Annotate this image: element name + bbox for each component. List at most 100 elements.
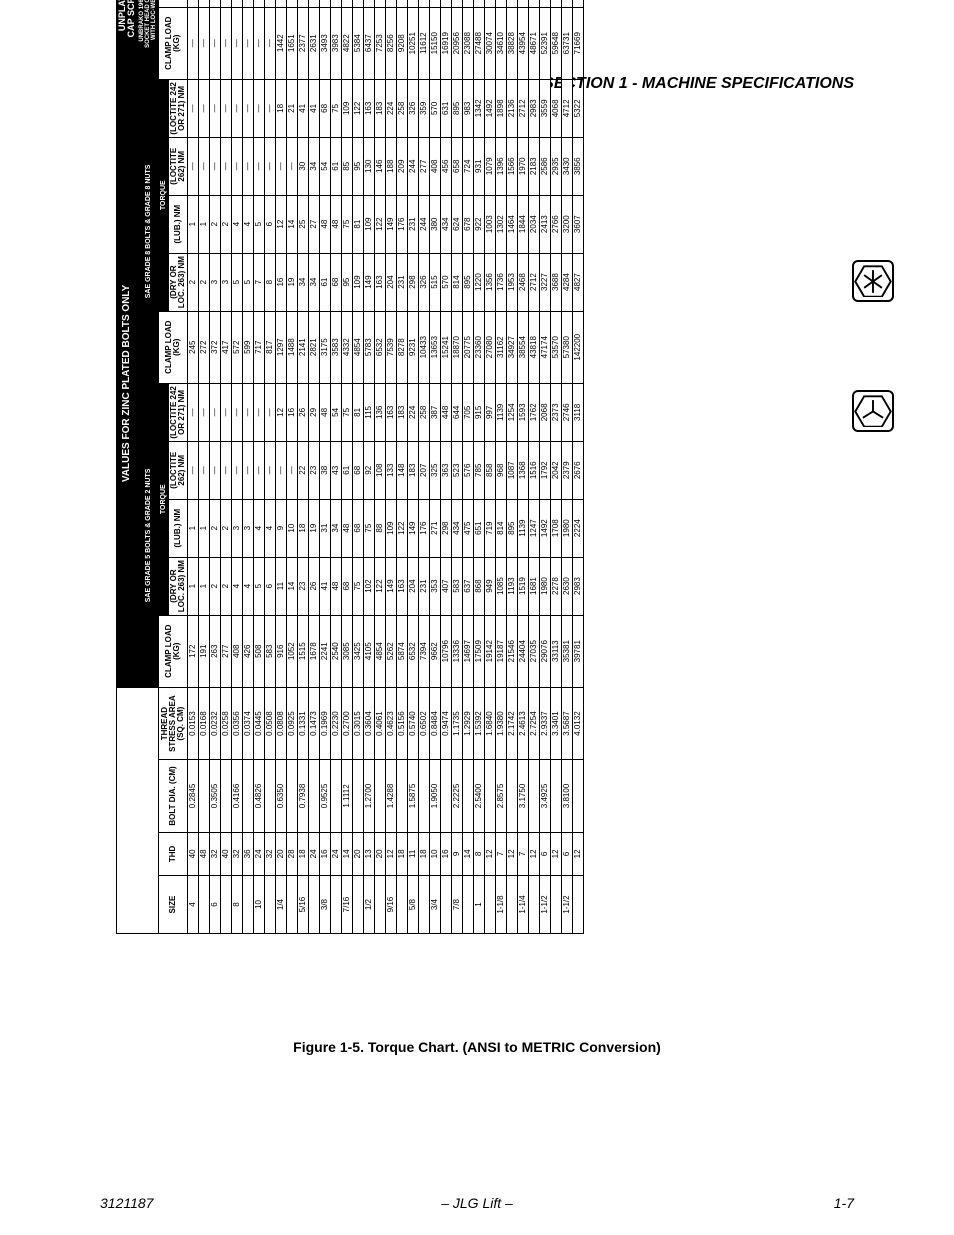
table-row: 121.684019142949719858997270801356100310… [485, 0, 496, 934]
cell-l5: 1980 [562, 499, 573, 557]
cell-thd: 12 [551, 832, 562, 875]
cell-lc8a: 1396 [496, 137, 507, 195]
cell-tu: 1871 [507, 0, 518, 7]
cell-cl5: 29076 [540, 615, 551, 687]
cell-thr: 0.3015 [353, 687, 364, 759]
cell-tu: 2373 [518, 0, 529, 7]
cell-clu: — [243, 7, 254, 79]
cell-lc5a: — [232, 441, 243, 499]
cell-l5: 109 [386, 499, 397, 557]
cell-cl8: 57380 [562, 311, 573, 383]
cell-l5: 3 [243, 499, 254, 557]
cell-d8: 109 [353, 253, 364, 311]
cell-thr: 0.4061 [375, 687, 386, 759]
table-row: 1-1/473.17502.46132440415191139136815933… [518, 0, 529, 934]
cell-d8: 515 [430, 253, 441, 311]
cell-cl5: 6532 [408, 615, 419, 687]
cell-d8: 5 [243, 253, 254, 311]
cell-size [199, 876, 210, 934]
cell-clu: 5384 [353, 7, 364, 79]
table-row: 8320.41660.035640843——57254———— [232, 0, 243, 934]
cell-clu: 15150 [430, 7, 441, 79]
cell-lc5b: 224 [408, 383, 419, 441]
cell-clu: 27488 [474, 7, 485, 79]
cell-tu: — [243, 0, 254, 7]
cell-thr: 3.5687 [562, 687, 573, 759]
cell-cl8: 1488 [287, 311, 298, 383]
cell-thd: 32 [232, 832, 243, 875]
cell-thr: 0.0445 [254, 687, 265, 759]
cell-size [485, 876, 496, 934]
cell-cl5: 172 [188, 615, 199, 687]
cell-cl8: 245 [188, 311, 199, 383]
cell-l8: 109 [364, 195, 375, 253]
cell-lc8b: — [232, 79, 243, 137]
cell-bolt: 0.7938 [298, 760, 309, 832]
cell-thd: 20 [276, 832, 287, 875]
cell-lc8b: 2136 [507, 79, 518, 137]
cell-cl8: 47174 [540, 311, 551, 383]
cell-l8: 678 [463, 195, 474, 253]
cell-clu: 16919 [441, 7, 452, 79]
cell-d8: 68 [331, 253, 342, 311]
table-row: 320.050858364——81786———— [265, 0, 276, 934]
cell-thd: 12 [386, 832, 397, 875]
cell-thr: 3.3401 [551, 687, 562, 759]
cell-thd: 12 [573, 832, 584, 875]
cell-thr: 0.2700 [342, 687, 353, 759]
cell-lc8b: — [188, 79, 199, 137]
cell-lc8a: 2935 [551, 137, 562, 195]
cell-cl8: 53570 [551, 311, 562, 383]
cell-l5: 9 [276, 499, 287, 557]
cell-bolt [551, 760, 562, 832]
cell-d5: 14 [287, 557, 298, 615]
cell-cl8: 4854 [353, 311, 364, 383]
cell-bolt [463, 760, 474, 832]
cell-lc5a: — [265, 441, 276, 499]
cell-lc5b: 258 [419, 383, 430, 441]
hdr-clamp8: CLAMP LOAD (KG) [159, 311, 188, 383]
cell-thd: 11 [408, 832, 419, 875]
cell-thr: 0.1331 [298, 687, 309, 759]
cell-lc5a: — [287, 441, 298, 499]
cell-size: 7/16 [342, 876, 353, 934]
cell-cl8: 15241 [441, 311, 452, 383]
cell-bolt: 0.2845 [188, 760, 199, 832]
cell-lc5b: 915 [474, 383, 485, 441]
cell-cl8: 18870 [452, 311, 463, 383]
cell-lc5b: 26 [298, 383, 309, 441]
cell-tu: 224 [397, 0, 408, 7]
table-row: 9/16121.42880.46235262149109133163753920… [386, 0, 397, 934]
cell-cl8: 372 [210, 311, 221, 383]
cell-l8: 3200 [562, 195, 573, 253]
cell-thr: 0.0508 [265, 687, 276, 759]
cell-thr: 2.1742 [507, 687, 518, 759]
table-row: 122.174221546119389510871254349271953146… [507, 0, 518, 934]
cell-thd: 12 [529, 832, 540, 875]
cell-cl8: 3583 [331, 311, 342, 383]
cell-l5: 18 [298, 499, 309, 557]
cell-d5: 1519 [518, 557, 529, 615]
cell-cl5: 1678 [309, 615, 320, 687]
cell-d5: 204 [408, 557, 419, 615]
cell-lc5a: 1087 [507, 441, 518, 499]
cell-cl8: 817 [265, 311, 276, 383]
cell-l5: 31 [320, 499, 331, 557]
cell-clu: 23088 [463, 7, 474, 79]
table-row: 1/4200.63500.0808916119—1212971612—18144… [276, 0, 287, 934]
cell-bolt [309, 760, 320, 832]
cell-tu: 102 [353, 0, 364, 7]
cell-thd: 40 [221, 832, 232, 875]
cell-lc8b: 2712 [518, 79, 529, 137]
cell-lc8b: 41 [298, 79, 309, 137]
cell-lc8a: — [243, 137, 254, 195]
cell-size [441, 876, 452, 934]
cell-thd: 32 [265, 832, 276, 875]
cell-cl5: 35381 [562, 615, 573, 687]
cell-clu: — [221, 7, 232, 79]
cell-thr: 0.0153 [188, 687, 199, 759]
cell-d5: 26 [309, 557, 320, 615]
cell-lc5b: 81 [353, 383, 364, 441]
table-row: 1-1/263.81003.56873538126301980237927465… [562, 0, 573, 934]
cell-d8: 1220 [474, 253, 485, 311]
